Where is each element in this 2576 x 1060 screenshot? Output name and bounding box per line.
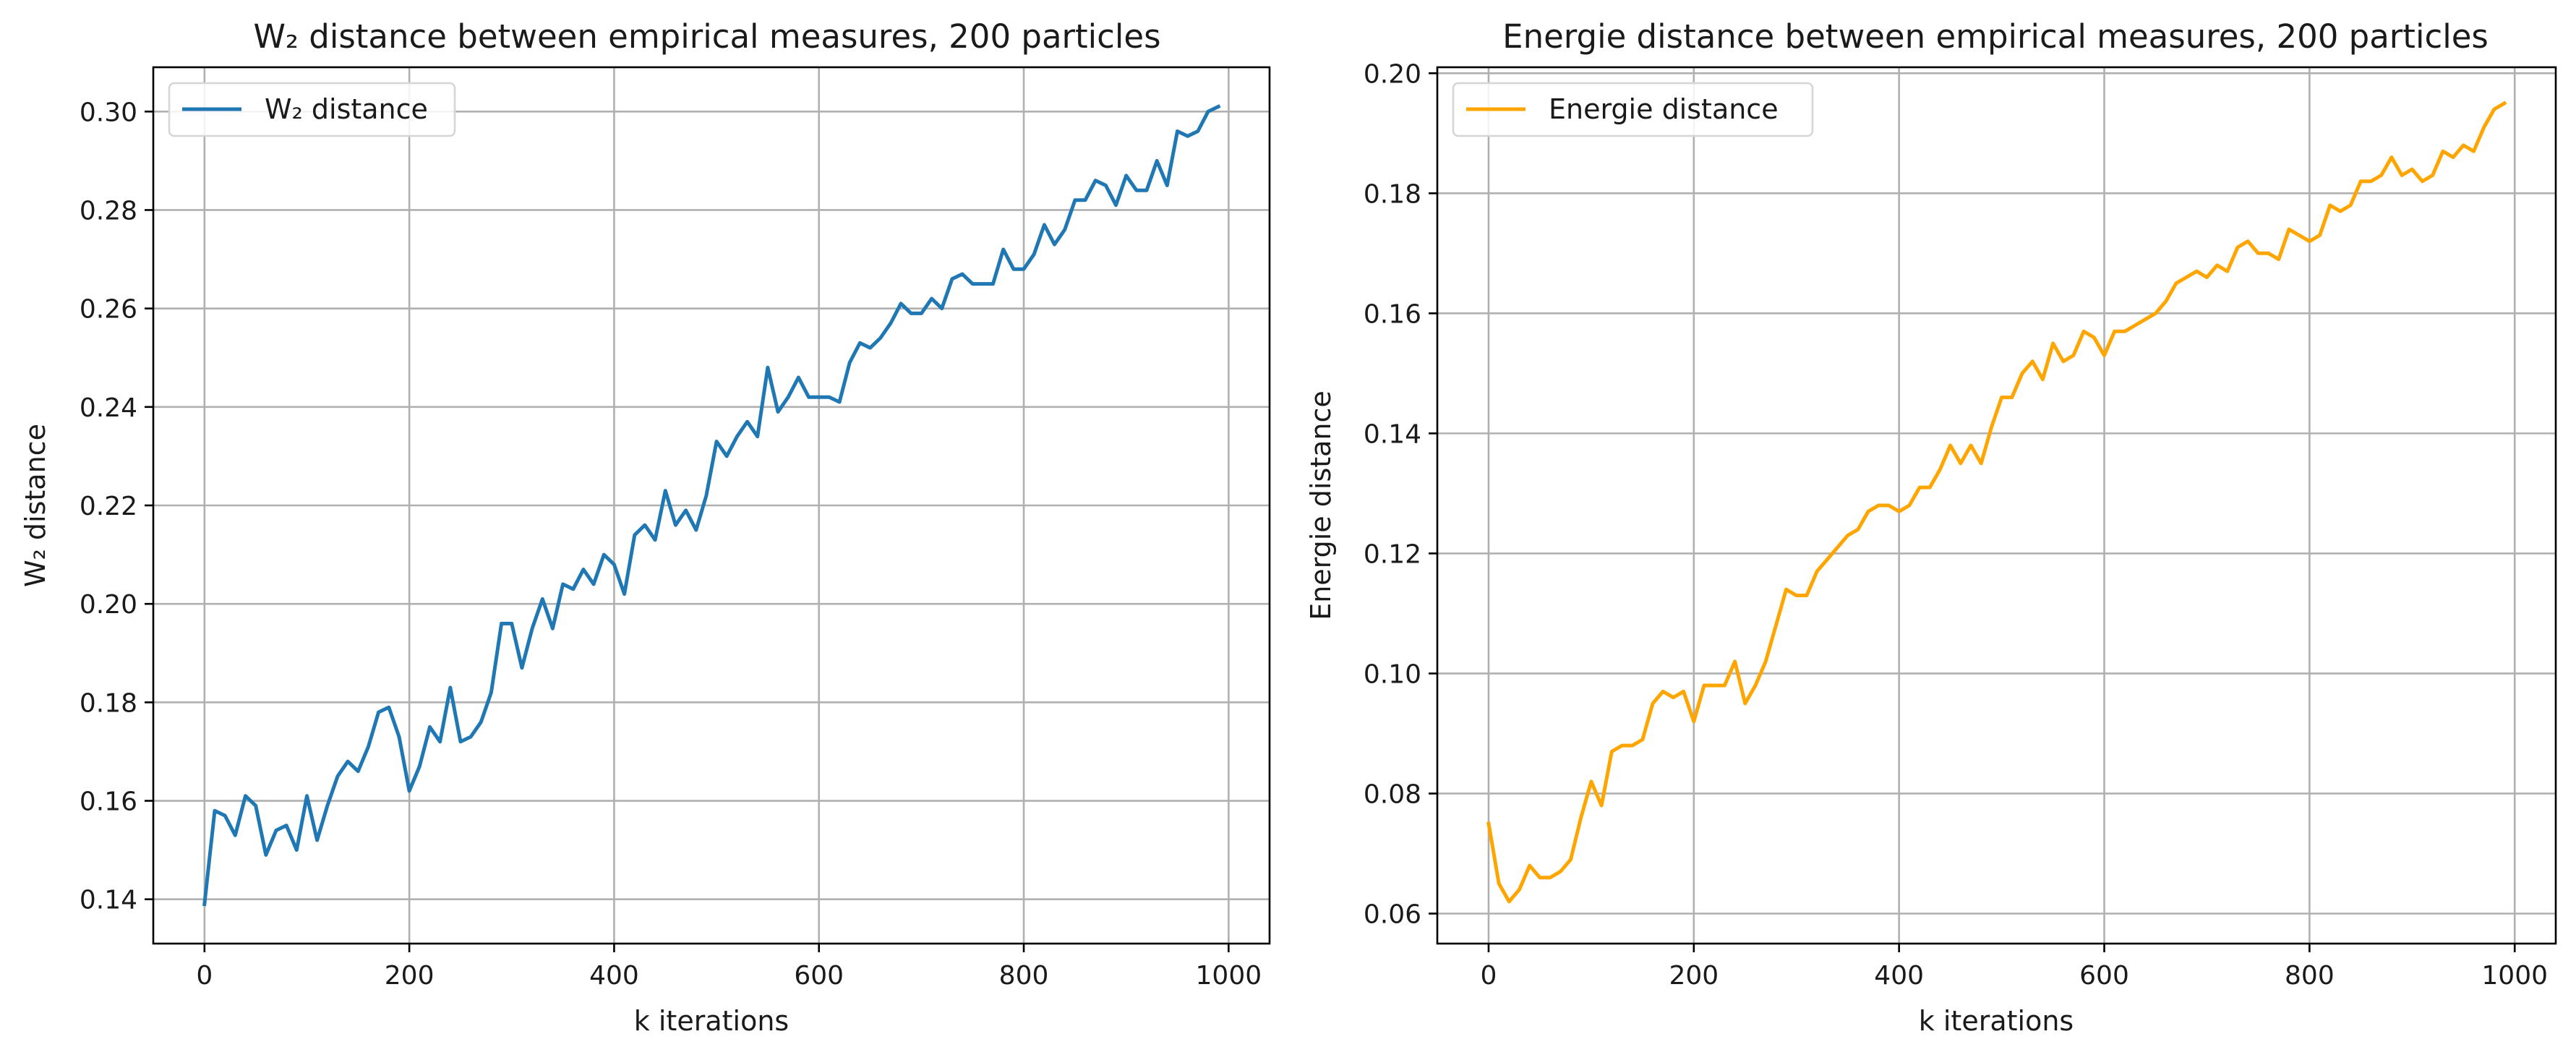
legend: Energie distance: [1452, 82, 1814, 137]
series-layer: [1486, 101, 2507, 904]
y-tick-label: 0.14: [1364, 419, 1421, 449]
x-axis-label: k iterations: [1919, 1005, 2074, 1037]
w2-distance-chart: W₂ distance between empirical measures, …: [20, 17, 1271, 1037]
x-tick-label: 800: [999, 961, 1049, 991]
y-tick-label: 0.18: [1364, 179, 1421, 209]
y-tick-label: 0.22: [80, 492, 137, 521]
y-tick-label: 0.10: [1364, 659, 1421, 689]
y-tick-label: 0.12: [1364, 539, 1421, 569]
y-tick-label: 0.14: [80, 886, 137, 915]
x-tick-label: 0: [196, 961, 213, 991]
legend-label-w2: W₂ distance: [265, 93, 428, 125]
legend-box: [1452, 82, 1814, 137]
x-tick-label: 600: [794, 961, 844, 991]
legend-box: [168, 82, 456, 137]
grid: [1437, 67, 2556, 944]
x-tick-label: 400: [589, 961, 639, 991]
x-tick-label: 200: [1669, 961, 1719, 991]
x-tick-label: 200: [385, 961, 435, 991]
y-tick-label: 0.20: [1364, 59, 1421, 89]
y-axis-label: W₂ distance: [20, 424, 51, 587]
plot-frame: [1436, 66, 2557, 945]
y-axis-label: Energie distance: [1305, 390, 1337, 620]
x-tick-label: 400: [1874, 961, 1924, 991]
y-tick-label: 0.26: [80, 295, 137, 325]
y-tick-label: 0.06: [1364, 899, 1421, 929]
ticks: 0 200 400 600 800 1000 0.06 0.08 0.10 0.12 0.14 0.1…: [1364, 59, 2548, 991]
x-tick-label: 1000: [1196, 961, 1262, 991]
legend-label-energie: Energie distance: [1549, 93, 1779, 125]
chart-title: Energie distance between empirical measu…: [1502, 17, 2489, 56]
x-tick-label: 600: [2079, 961, 2129, 991]
legend: W₂ distance: [168, 82, 456, 137]
series-layer: [202, 104, 1221, 907]
series-line: [1486, 101, 2507, 904]
y-tick-label: 0.16: [80, 787, 137, 817]
y-tick-label: 0.16: [1364, 299, 1421, 329]
y-tick-label: 0.30: [80, 98, 137, 127]
energie-distance-chart: Energie distance between empirical measu…: [1305, 17, 2557, 1037]
x-tick-label: 1000: [2481, 961, 2548, 991]
ticks: 0 200 400 600 800 1000 0.14 0.16 0.18 0.20 0.22 0.2…: [80, 98, 1262, 991]
y-tick-label: 0.18: [80, 688, 137, 718]
x-tick-label: 800: [2285, 961, 2335, 991]
series-line: [202, 104, 1221, 907]
y-tick-label: 0.24: [80, 393, 137, 423]
y-tick-label: 0.28: [80, 196, 137, 226]
grid: [153, 67, 1270, 944]
x-tick-label: 0: [1481, 961, 1497, 991]
y-tick-label: 0.08: [1364, 779, 1421, 809]
x-axis-label: k iterations: [634, 1005, 789, 1037]
y-tick-label: 0.20: [80, 590, 137, 620]
chart-title: W₂ distance between empirical measures, …: [253, 17, 1160, 56]
